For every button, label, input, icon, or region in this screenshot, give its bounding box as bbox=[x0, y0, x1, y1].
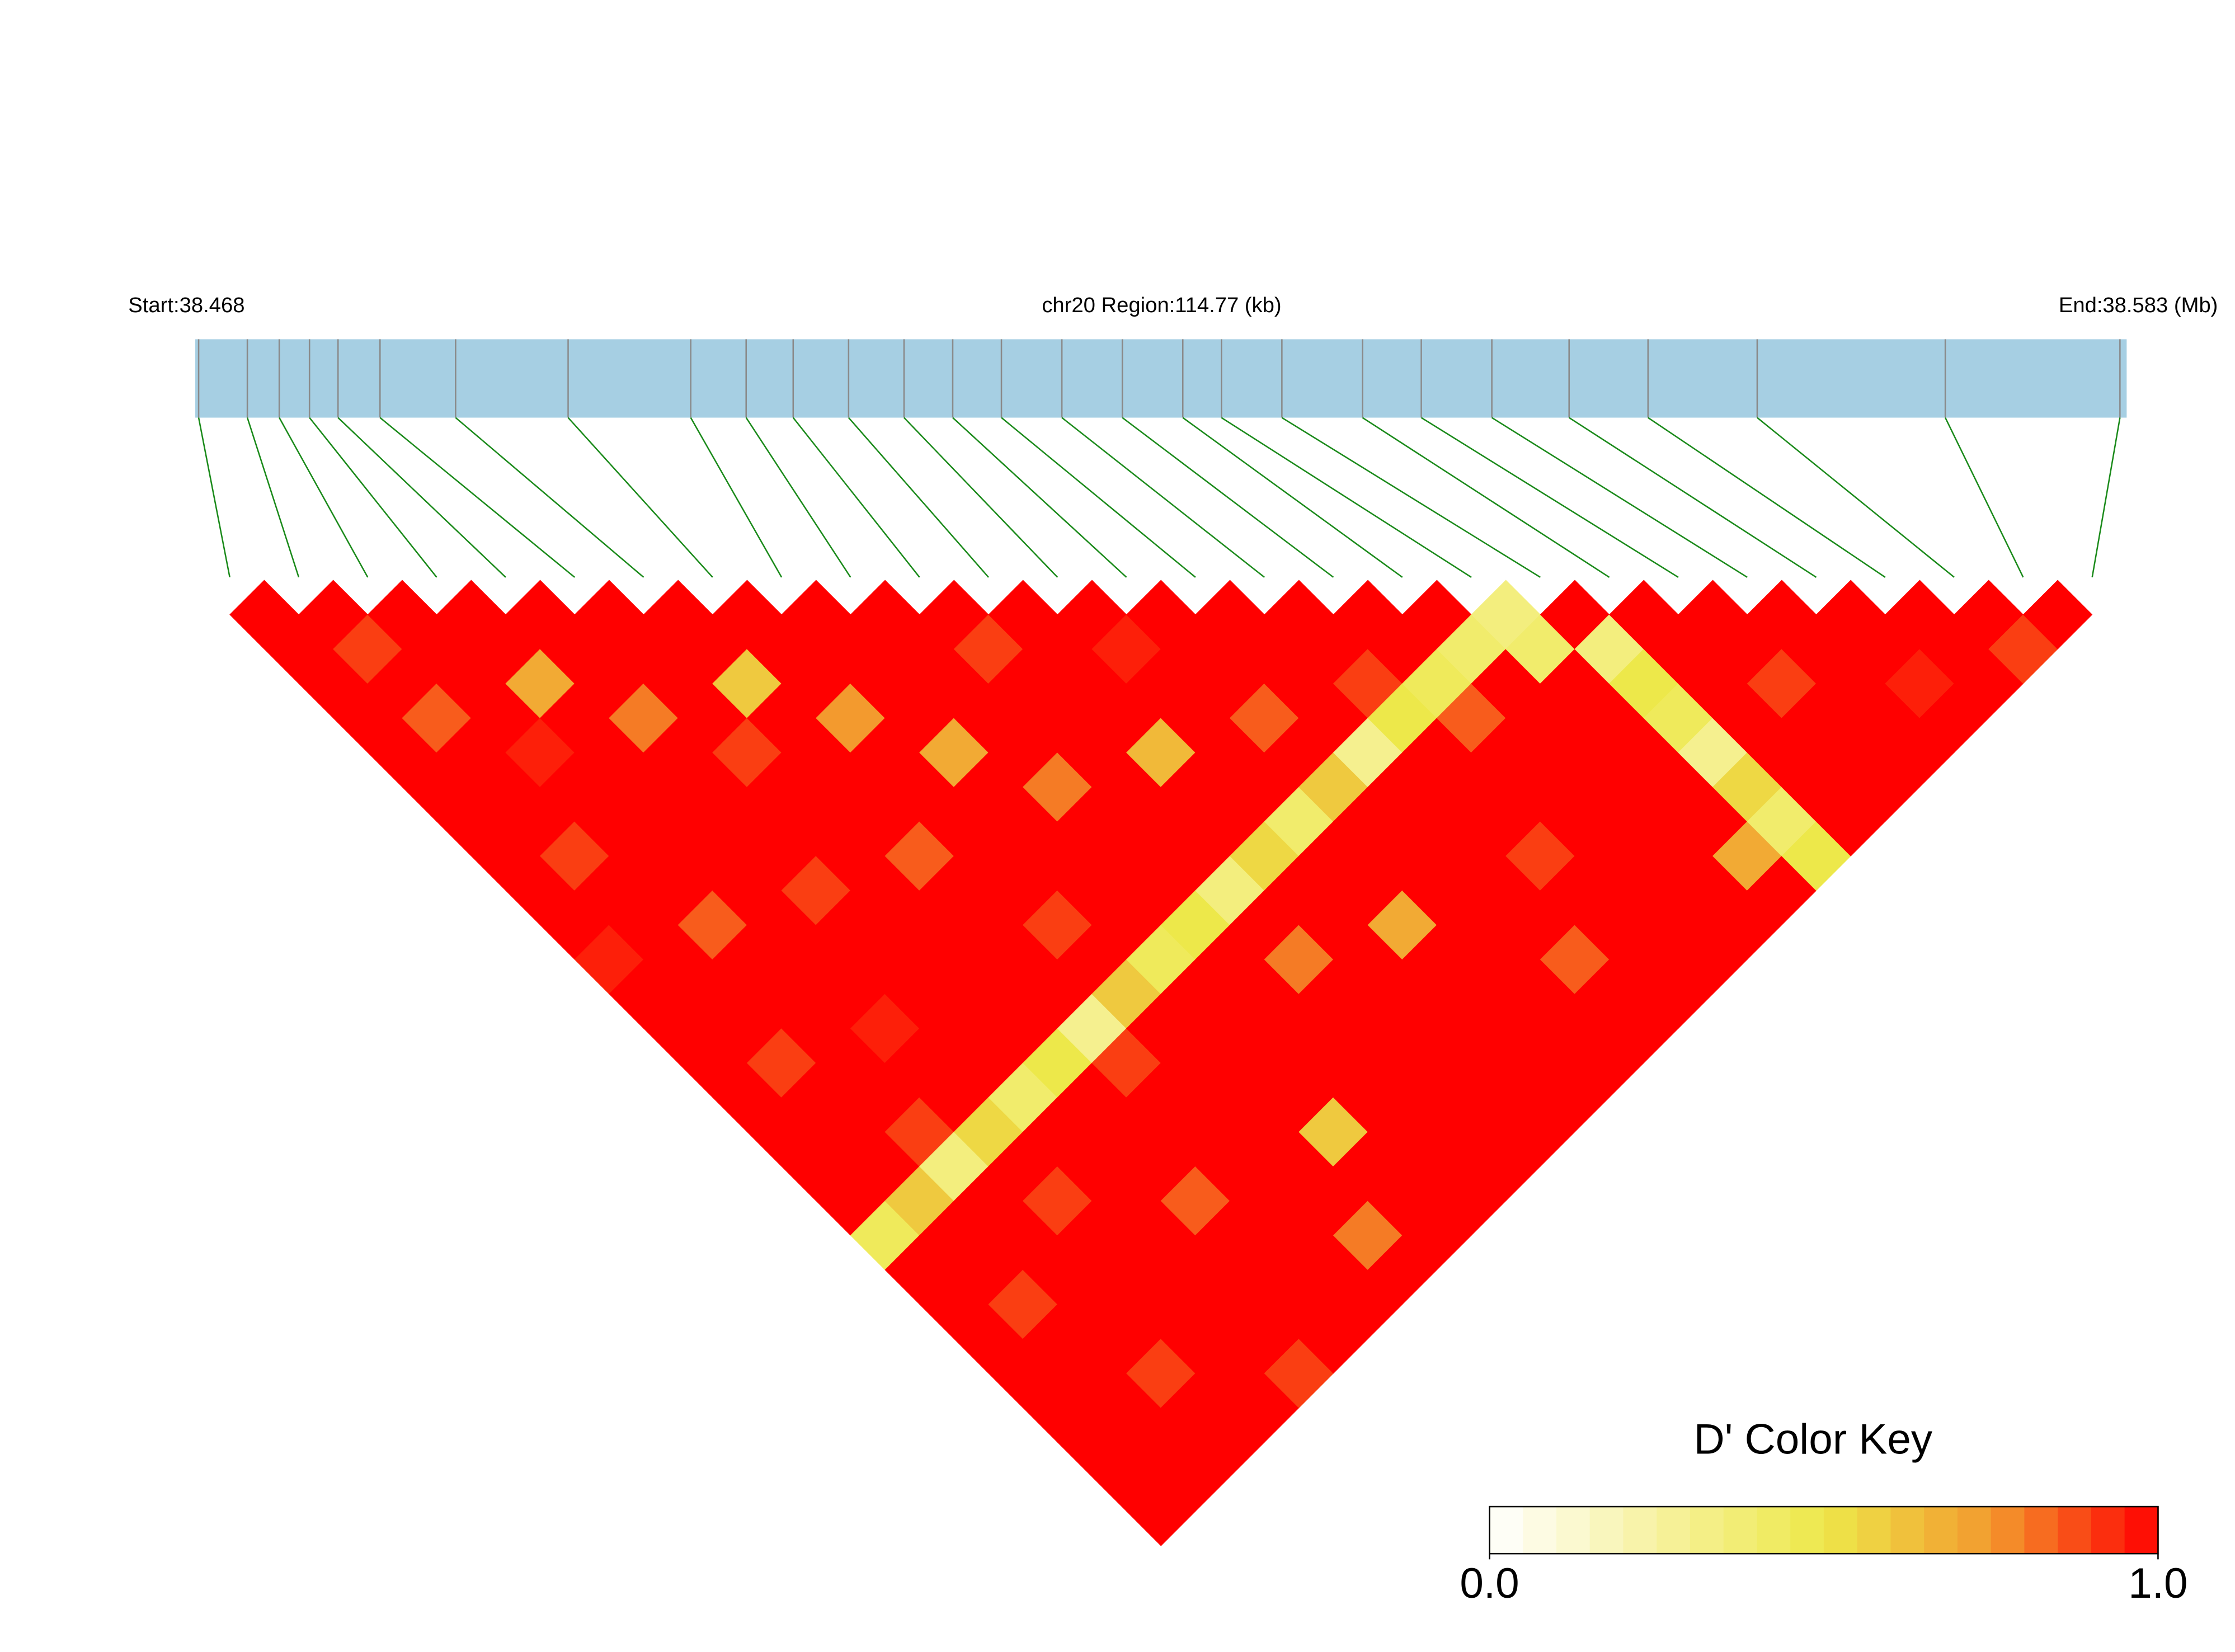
snp-link bbox=[745, 417, 851, 578]
color-key-step bbox=[2058, 1507, 2092, 1554]
color-key-step bbox=[1890, 1507, 1925, 1554]
snp-link bbox=[1122, 417, 1334, 578]
snp-link bbox=[1061, 417, 1265, 578]
color-key-step bbox=[1823, 1507, 1858, 1554]
color-key-step bbox=[2024, 1507, 2059, 1554]
color-key-step bbox=[1723, 1507, 1758, 1554]
color-key-step bbox=[1589, 1507, 1624, 1554]
legend-title: D' Color Key bbox=[1694, 1416, 1933, 1463]
snp-link bbox=[1362, 417, 1610, 578]
color-key-step bbox=[1657, 1507, 1691, 1554]
color-key-step bbox=[1623, 1507, 1658, 1554]
color-key-step bbox=[1957, 1507, 1992, 1554]
snp-link bbox=[1182, 417, 1403, 578]
color-key-step bbox=[2124, 1507, 2159, 1554]
snp-link bbox=[1757, 417, 1955, 578]
snp-link bbox=[567, 417, 713, 578]
snp-link bbox=[1569, 417, 1817, 578]
color-key-step bbox=[1523, 1507, 1558, 1554]
snp-link bbox=[379, 417, 575, 578]
snp-link bbox=[952, 417, 1127, 578]
snp-link bbox=[197, 417, 230, 578]
snp-link bbox=[246, 417, 300, 578]
color-key-label: 1.0 bbox=[2128, 1560, 2187, 1607]
region-label: chr20 Region:114.77 (kb) bbox=[1042, 293, 1281, 317]
snp-link bbox=[279, 417, 369, 578]
snp-link bbox=[1420, 417, 1679, 578]
color-key-step bbox=[1489, 1507, 1524, 1554]
position-bar bbox=[195, 339, 2127, 418]
snp-link bbox=[2091, 417, 2121, 578]
color-key-label: 0.0 bbox=[1460, 1560, 1519, 1607]
color-key-step bbox=[1556, 1507, 1591, 1554]
snp-link bbox=[309, 417, 437, 578]
color-key-step bbox=[1924, 1507, 1959, 1554]
color-key-step bbox=[2091, 1507, 2125, 1554]
color-key-step bbox=[1690, 1507, 1724, 1554]
snp-link bbox=[848, 417, 989, 578]
snp-link bbox=[1221, 417, 1472, 578]
color-key-frame bbox=[1489, 1505, 2159, 1555]
snp-link bbox=[792, 417, 920, 578]
color-key-step bbox=[1790, 1507, 1825, 1554]
snp-link bbox=[1491, 417, 1748, 578]
snp-link bbox=[337, 417, 506, 578]
color-key-step bbox=[1757, 1507, 1791, 1554]
start-label: Start:38.468 bbox=[128, 293, 244, 317]
snp-link bbox=[903, 417, 1058, 578]
snp-link bbox=[455, 417, 644, 578]
snp-link bbox=[690, 417, 783, 578]
snp-link bbox=[1001, 417, 1196, 578]
ld-cell bbox=[2022, 580, 2093, 649]
color-key-step bbox=[1857, 1507, 1891, 1554]
color-key-step bbox=[1991, 1507, 2025, 1554]
snp-link bbox=[1648, 417, 1886, 578]
snp-link bbox=[1945, 417, 2024, 578]
end-label: End:38.583 (Mb) bbox=[2059, 293, 2218, 317]
snp-link bbox=[1281, 417, 1541, 578]
